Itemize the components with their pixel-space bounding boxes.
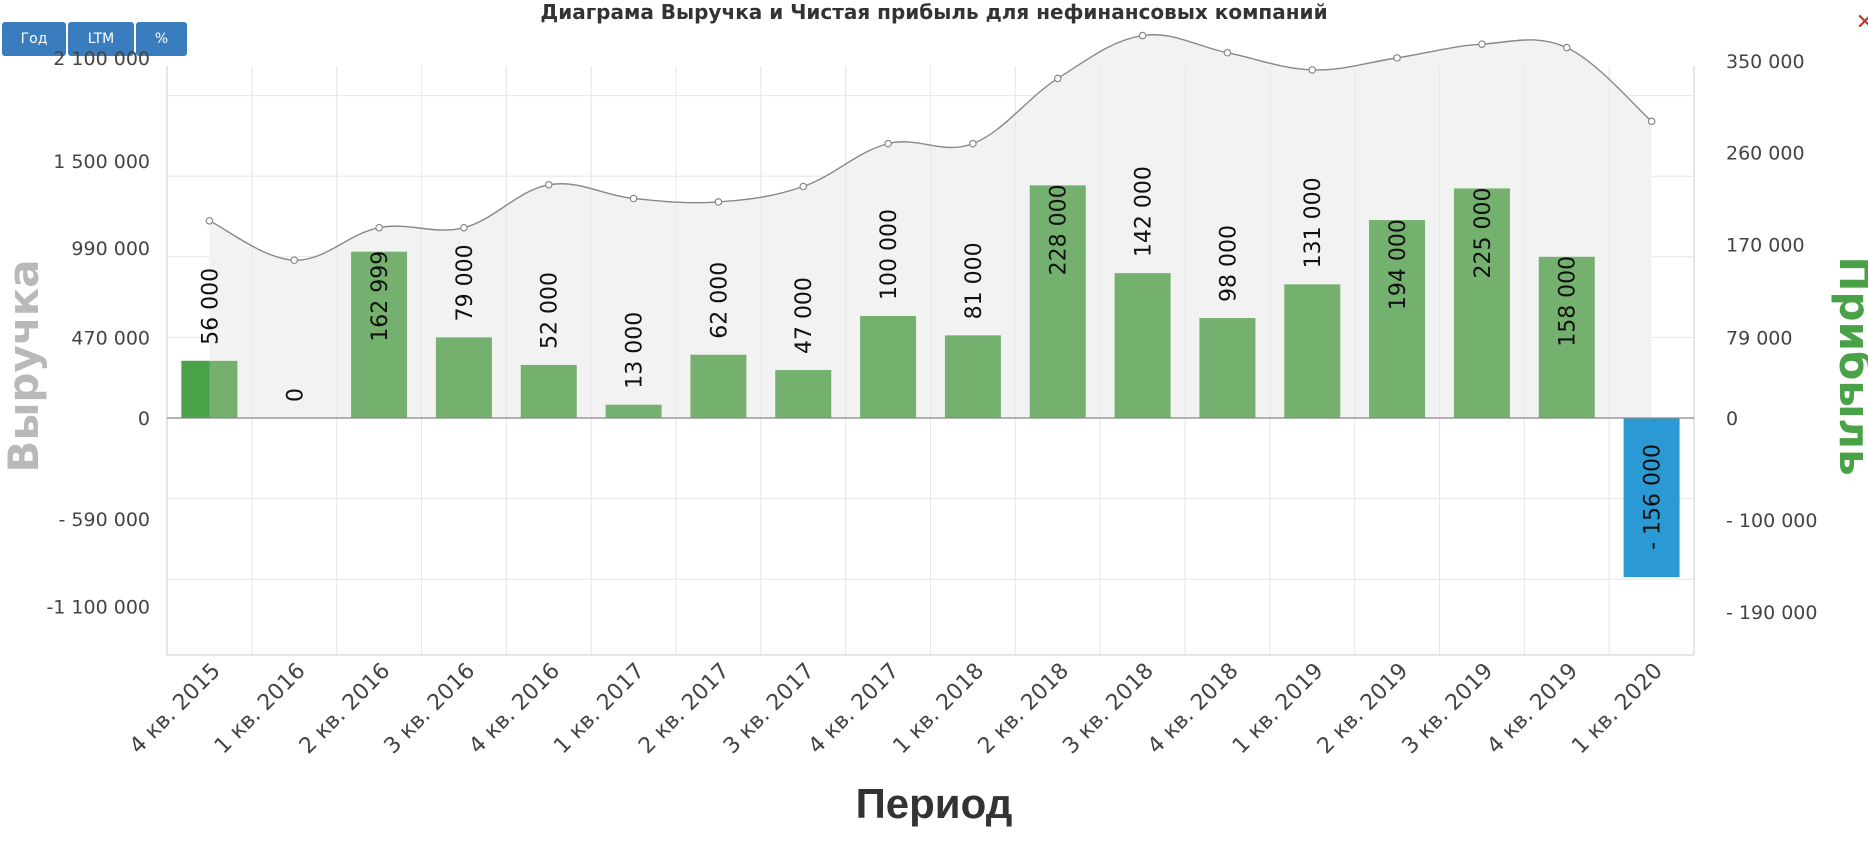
profit-data-label: 98 000 — [1216, 225, 1241, 302]
profit-data-label: 131 000 — [1301, 177, 1326, 268]
profit-bar — [1453, 188, 1510, 418]
x-tick-label: 1 кв. 2019 — [1228, 659, 1329, 760]
profit-bar — [690, 354, 747, 418]
y-left-tick-label: 2 100 000 — [53, 48, 150, 70]
revenue-point — [799, 182, 808, 191]
revenue-point — [969, 139, 977, 148]
revenue-point — [1393, 54, 1401, 62]
y-left-tick-label: 0 — [138, 408, 150, 430]
revenue-point — [205, 216, 214, 225]
profit-bar — [860, 315, 917, 418]
profit-data-label: - 156 000 — [1641, 444, 1666, 550]
profit-data-label: 228 000 — [1047, 184, 1072, 275]
x-tick-label: 1 кв. 2018 — [889, 659, 990, 760]
y-left-tick-label: 470 000 — [71, 327, 150, 349]
revenue-point — [714, 198, 723, 206]
x-tick-label: 2 кв. 2016 — [295, 659, 396, 760]
x-tick-label: 4 кв. 2015 — [125, 659, 226, 760]
percent-button[interactable]: % — [136, 22, 187, 56]
profit-bar — [775, 370, 832, 418]
profit-data-label: 62 000 — [707, 262, 732, 339]
profit-bar — [605, 404, 662, 418]
revenue-point — [1308, 66, 1317, 74]
profit-bar — [351, 251, 408, 418]
x-tick-label: 4 кв. 2018 — [1143, 659, 1244, 760]
profit-bar — [1538, 256, 1595, 418]
profit-data-label: 47 000 — [792, 277, 817, 354]
y-right-tick-label: - 190 000 — [1726, 602, 1817, 624]
x-tick-label: 4 кв. 2017 — [804, 659, 905, 760]
profit-data-label: 158 000 — [1556, 256, 1581, 347]
profit-bar — [1284, 284, 1341, 418]
ltm-button[interactable]: LTM — [68, 22, 134, 56]
profit-data-label: 13 000 — [623, 312, 648, 389]
profit-data-label: 162 999 — [368, 251, 393, 342]
y-left-tick-label: - 590 000 — [59, 509, 150, 531]
profit-data-label: 142 000 — [1132, 166, 1157, 257]
x-tick-label: 2 кв. 2018 — [973, 659, 1074, 760]
y-right-tick-label: 79 000 — [1726, 327, 1792, 349]
profit-bar — [1623, 418, 1680, 578]
y-axis-title-right: Прибыль — [1830, 256, 1868, 475]
revenue-point — [884, 139, 892, 148]
y-right-tick-label: 170 000 — [1726, 235, 1805, 257]
profit-data-label: 225 000 — [1471, 187, 1496, 278]
revenue-point — [1053, 74, 1062, 83]
profit-bar-hover-highlight — [181, 360, 210, 418]
profit-data-label: 56 000 — [198, 268, 223, 345]
profit-bar — [944, 335, 1001, 418]
y-left-tick-label: -1 100 000 — [46, 597, 150, 619]
profit-bar — [1114, 273, 1171, 418]
y-axis-title-left: Выручка — [0, 259, 48, 472]
close-icon[interactable]: ✕ — [1855, 9, 1868, 34]
chart-title: Диаграма Выручка и Чистая прибыль для не… — [540, 0, 1328, 24]
profit-bar — [1029, 185, 1086, 418]
y-right-tick-label: 350 000 — [1726, 51, 1805, 73]
profit-bar — [1369, 220, 1426, 418]
profit-data-label: 79 000 — [453, 244, 478, 321]
x-tick-label: 3 кв. 2016 — [380, 659, 481, 760]
revenue-point — [1478, 40, 1486, 48]
revenue-point — [375, 223, 383, 232]
revenue-point — [1562, 43, 1571, 52]
x-tick-label: 3 кв. 2017 — [719, 659, 820, 760]
y-left-tick-label: 990 000 — [71, 238, 150, 260]
profit-data-label: 194 000 — [1386, 219, 1411, 310]
x-tick-label: 2 кв. 2019 — [1313, 659, 1414, 760]
x-tick-label: 1 кв. 2016 — [210, 659, 311, 760]
y-right-tick-label: 260 000 — [1726, 143, 1805, 165]
x-tick-label: 4 кв. 2016 — [464, 659, 565, 760]
x-tick-label: 1 кв. 2020 — [1567, 659, 1668, 760]
x-axis-title: Период — [855, 780, 1013, 827]
x-tick-label: 3 кв. 2018 — [1058, 659, 1159, 760]
profit-data-label: 100 000 — [877, 209, 902, 300]
y-left-tick-label: 1 500 000 — [53, 151, 150, 173]
x-tick-label: 2 кв. 2017 — [634, 659, 735, 760]
y-right-tick-label: - 100 000 — [1726, 510, 1817, 532]
profit-bar — [435, 337, 492, 418]
revenue-point — [629, 194, 638, 203]
profit-data-label: 0 — [283, 388, 308, 402]
revenue-point — [1138, 31, 1147, 40]
x-tick-label: 1 кв. 2017 — [549, 659, 650, 760]
revenue-point — [290, 256, 299, 265]
profit-data-label: 52 000 — [538, 272, 563, 349]
profit-data-label: 81 000 — [962, 242, 987, 319]
profit-bar — [520, 364, 577, 418]
year-button[interactable]: Год — [2, 22, 66, 56]
period-toggle-group: Год LTM % — [2, 22, 187, 56]
y-right-tick-label: 0 — [1726, 408, 1738, 430]
x-tick-label: 3 кв. 2019 — [1398, 659, 1499, 760]
revenue-point — [544, 180, 553, 189]
revenue-line — [209, 34, 1653, 261]
x-tick-label: 4 кв. 2019 — [1482, 659, 1583, 760]
revenue-point — [1647, 117, 1656, 126]
profit-bar — [1199, 318, 1256, 418]
revenue-point — [1223, 48, 1232, 57]
revenue-point — [460, 223, 468, 232]
